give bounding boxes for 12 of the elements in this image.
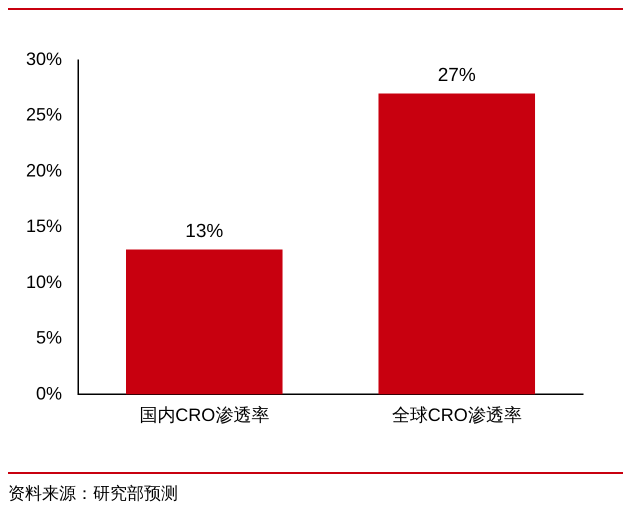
y-tick-label: 5% [36,328,62,348]
y-tick-label: 0% [36,383,62,404]
y-tick-label: 20% [26,160,62,180]
text: 资料来源：研究部预测 [8,483,179,505]
data-label: 13% [185,221,224,242]
y-tick-label: 25% [26,104,62,125]
data-label: 27% [438,65,476,86]
y-tick-label: 15% [26,216,62,236]
x-tick-label: 国内CRO渗透率 [139,405,270,426]
x-tick-label: 全球CRO渗透率 [392,405,522,426]
y-tick-label: 30% [26,48,62,69]
y-tick-label: 10% [26,272,62,292]
